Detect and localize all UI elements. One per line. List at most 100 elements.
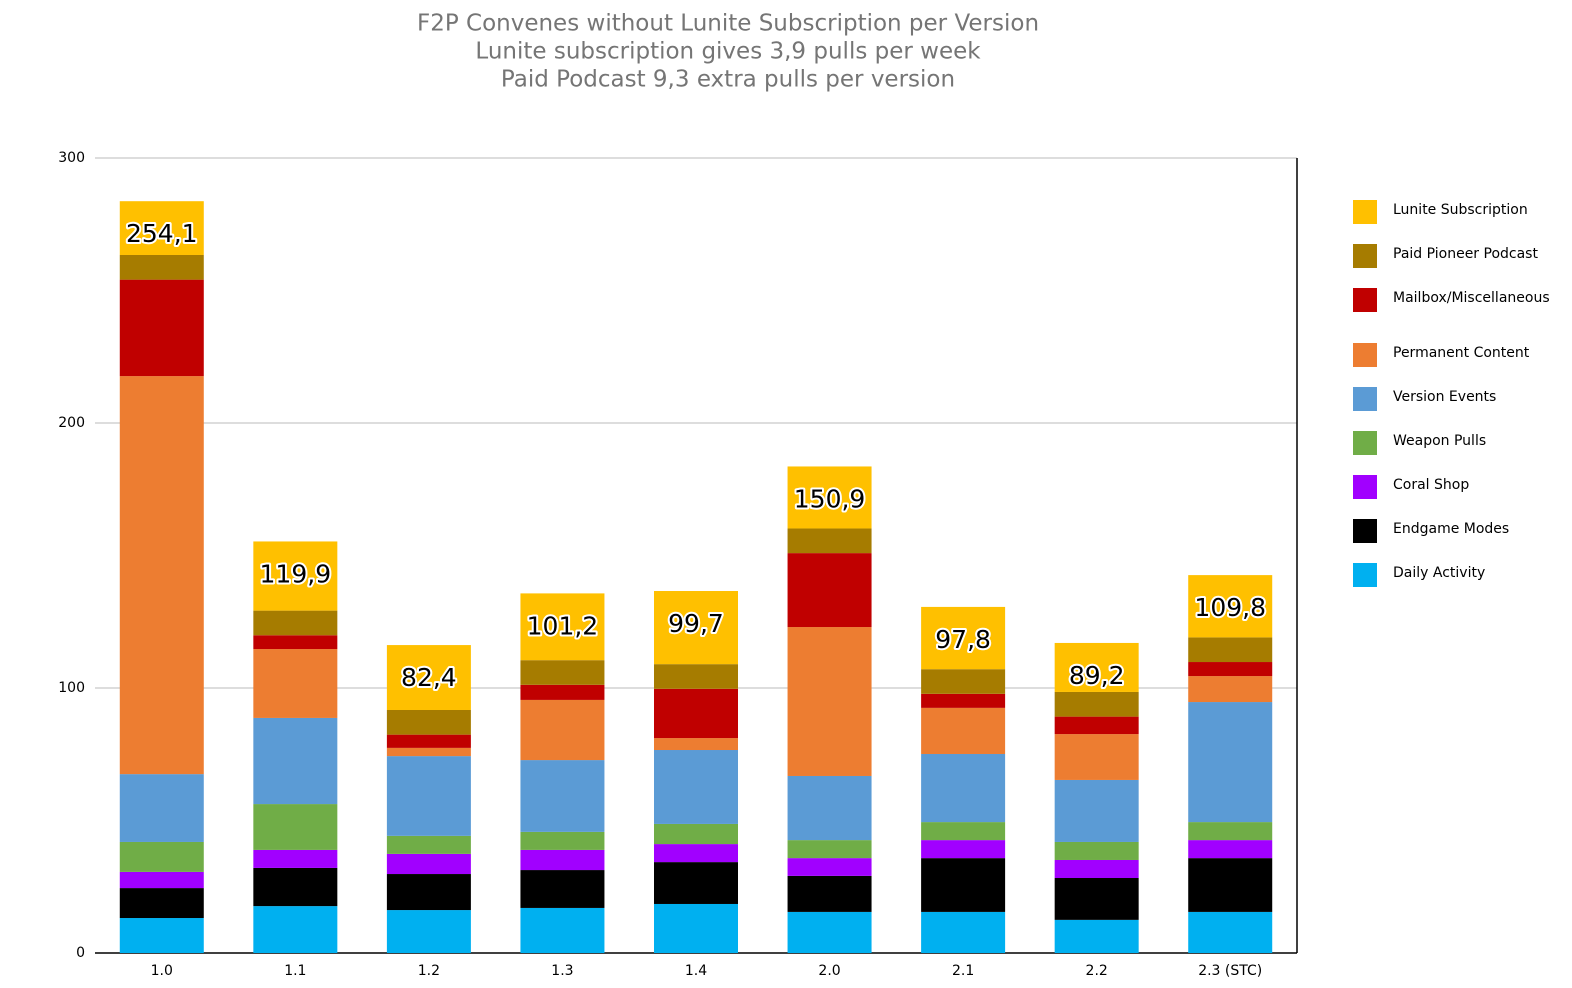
legend-label: Endgame Modes: [1393, 521, 1509, 537]
bar-segment: [119, 888, 204, 919]
bar-segment: [386, 734, 471, 748]
total-label: 119,9: [260, 559, 332, 588]
bar-segment: [386, 747, 471, 757]
total-label: 150,9: [794, 484, 866, 513]
bar-segment: [253, 867, 338, 907]
bar-segment: [119, 841, 204, 872]
bar-segment: [921, 822, 1006, 841]
bar-segment: [921, 858, 1006, 912]
bar-segment: [921, 669, 1006, 694]
bar-segment: [1054, 841, 1139, 860]
bar-segment: [654, 862, 738, 904]
legend-swatch: [1353, 244, 1377, 268]
legend-label: Paid Pioneer Podcast: [1393, 246, 1538, 262]
bar-segment: [787, 840, 872, 859]
bar-segment: [386, 853, 471, 875]
bar-segment: [787, 528, 872, 554]
bar-segment: [1188, 840, 1273, 859]
bar-segment: [787, 466, 872, 529]
bar-segment: [921, 707, 1006, 754]
bar-segment: [119, 254, 204, 280]
bar-segment: [1054, 716, 1139, 735]
bar-segment: [921, 911, 1006, 953]
bar-segment: [787, 911, 872, 953]
bar-segment: [253, 610, 338, 636]
x-tick-label: 1.3: [551, 963, 573, 979]
legend-swatch: [1353, 343, 1377, 367]
bar-segment: [787, 627, 872, 776]
bar-segment: [520, 907, 605, 953]
bar-segment: [253, 541, 338, 611]
y-tick-label: 300: [58, 150, 85, 166]
bar-segment: [1054, 779, 1139, 842]
bar-segment: [386, 709, 471, 735]
bar-segment: [119, 201, 204, 255]
bar-segment: [253, 849, 338, 868]
bar-segment: [386, 874, 471, 911]
legend-swatch: [1353, 200, 1377, 224]
bar-segment: [253, 804, 338, 850]
bar-segment: [520, 593, 605, 661]
bar-segment: [654, 750, 738, 824]
y-tick-label: 100: [58, 680, 85, 696]
bar-segment: [654, 591, 738, 665]
x-tick-label: 2.1: [952, 963, 974, 979]
y-tick-label: 200: [58, 415, 85, 431]
bar-segment: [654, 738, 738, 751]
x-tick-label: 2.3 (STC): [1198, 963, 1262, 979]
bar-segment: [1054, 642, 1139, 692]
total-label: 82,4: [401, 663, 457, 692]
bar-segment: [1188, 858, 1273, 912]
x-tick-label: 2.0: [818, 963, 840, 979]
bar-segment: [1188, 911, 1273, 953]
x-tick-label: 2.2: [1086, 963, 1108, 979]
bar-segment: [386, 835, 471, 854]
bar-segment: [1188, 575, 1273, 638]
bar-segment: [119, 871, 204, 889]
bar-segment: [921, 606, 1006, 670]
bar-segment: [1054, 919, 1139, 953]
bar-segment: [520, 684, 605, 700]
bar-segment: [654, 903, 738, 953]
bar-segment: [921, 693, 1006, 708]
total-label: 101,2: [527, 611, 599, 640]
bar-segment: [921, 840, 1006, 859]
bar-segment: [654, 688, 738, 739]
bar-segment: [1188, 702, 1273, 823]
legend-label: Coral Shop: [1393, 477, 1469, 493]
bar-segment: [520, 870, 605, 908]
bar-segment: [119, 376, 204, 775]
bar-segment: [654, 664, 738, 689]
legend-swatch: [1353, 519, 1377, 543]
bar-segment: [654, 823, 738, 845]
legend-swatch: [1353, 288, 1377, 312]
legend-swatch: [1353, 475, 1377, 499]
bar-segment: [787, 875, 872, 912]
bar-segment: [1054, 691, 1139, 717]
x-tick-label: 1.0: [151, 963, 173, 979]
bar-segment: [386, 910, 471, 953]
legend-label: Daily Activity: [1393, 565, 1485, 581]
bar-segment: [1054, 859, 1139, 879]
total-label: 99,7: [668, 609, 724, 638]
bar-segment: [787, 553, 872, 628]
x-tick-label: 1.2: [418, 963, 440, 979]
bar-segment: [1188, 662, 1273, 677]
bar-segment: [386, 645, 471, 710]
bar-segment: [1054, 734, 1139, 780]
bar-segment: [520, 660, 605, 685]
legend-label: Lunite Subscription: [1393, 202, 1528, 218]
bar-segment: [787, 775, 872, 841]
total-label: 97,8: [935, 625, 991, 654]
legend-label: Mailbox/Miscellaneous: [1393, 290, 1550, 306]
legend-label: Permanent Content: [1393, 345, 1530, 361]
chart-title: Paid Podcast 9,3 extra pulls per version: [501, 67, 955, 93]
bar-segment: [520, 760, 605, 832]
bar-segment: [119, 918, 204, 953]
y-tick-label: 0: [76, 945, 85, 961]
bar-segment: [1188, 676, 1273, 703]
total-label: 109,8: [1194, 593, 1266, 622]
bar-segment: [787, 858, 872, 876]
chart-title: F2P Convenes without Lunite Subscription…: [417, 11, 1039, 37]
